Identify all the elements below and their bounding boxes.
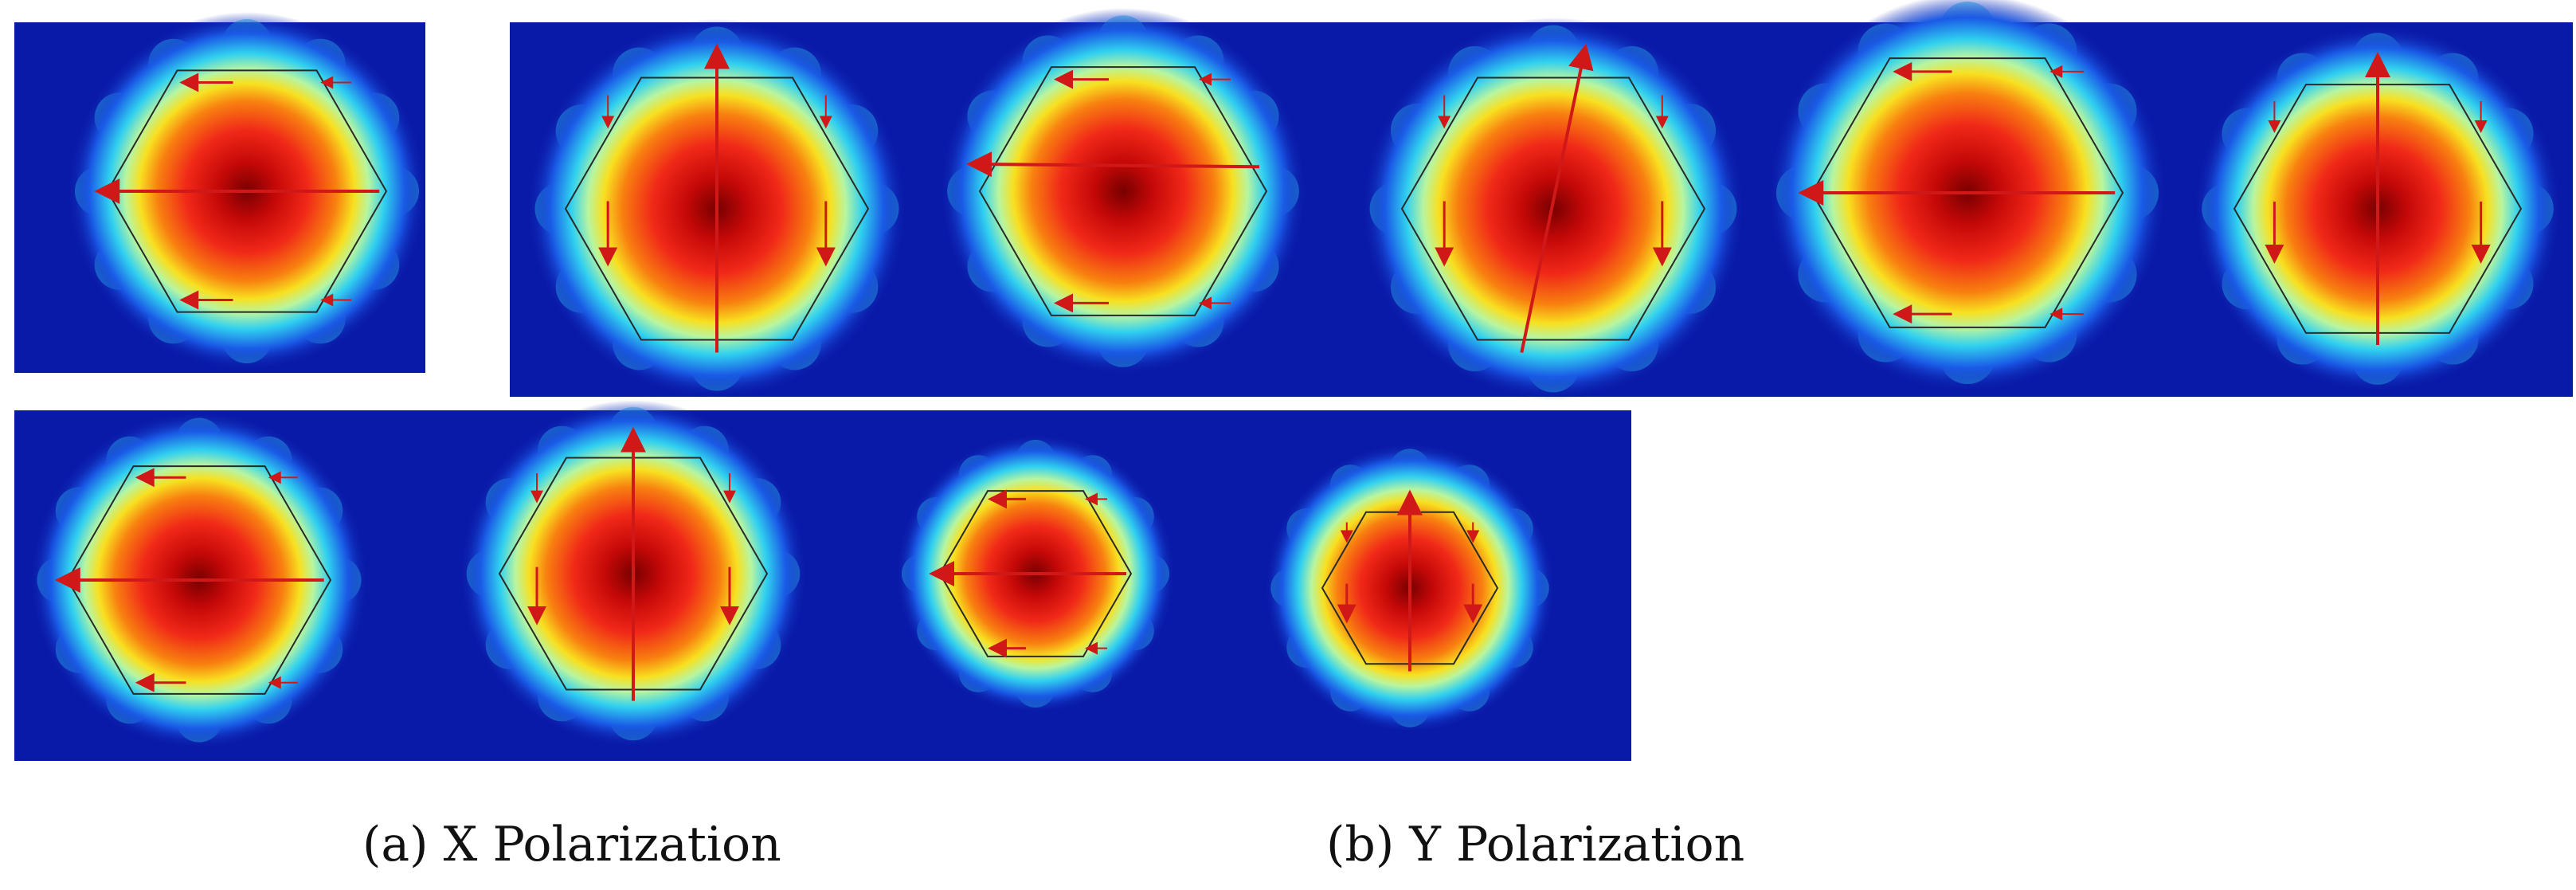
mode-field-intensity [1768, 0, 2167, 392]
row2-panel-3 [860, 410, 1207, 761]
row1-panel-4 [1335, 18, 1784, 400]
row2-panel-1 [14, 410, 398, 761]
core-hexagon-outline [2233, 84, 2523, 334]
core-hexagon-outline [564, 76, 870, 341]
core-hexagon-outline [978, 66, 1268, 316]
row2-panel-4 [1207, 410, 1631, 761]
core-hexagon-outline [1321, 511, 1499, 665]
row1-panel-3 [940, 8, 1335, 397]
row1-panel-6 [2194, 22, 2573, 397]
center-field-arrow [1520, 43, 1594, 353]
caption-y-polarization: (b) Y Polarization [1326, 817, 1745, 872]
row1-panel-5 [1768, 0, 2222, 397]
row1-panel-2 [510, 19, 954, 398]
panels-layer [14, 0, 2573, 761]
caption-x-polarization: (a) X Polarization [362, 817, 781, 872]
core-hexagon-outline [1400, 76, 1706, 341]
mode-field-intensity [940, 8, 1306, 374]
core-hexagon-outline [498, 457, 769, 691]
row2-panel-2 [398, 400, 860, 761]
row1-panel-1 [14, 12, 426, 373]
center-field-arrow [966, 151, 1260, 178]
